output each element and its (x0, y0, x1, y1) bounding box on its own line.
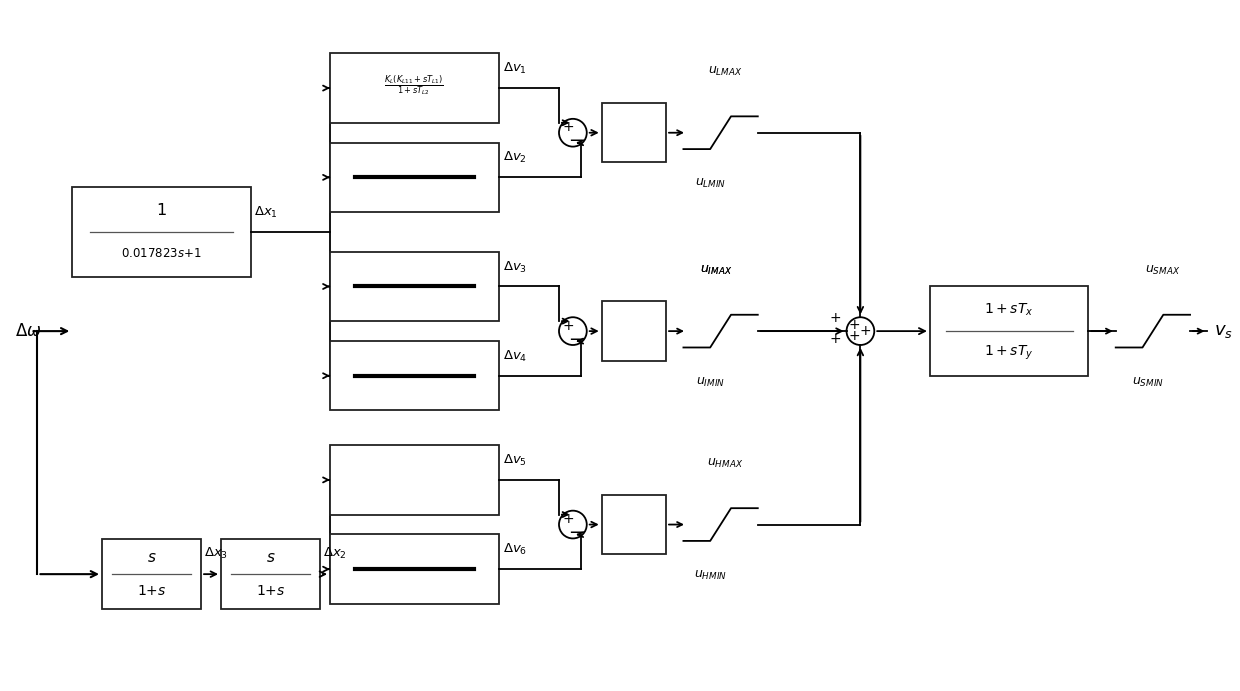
Bar (330, 341, 498, 410)
Text: $s$: $s$ (265, 550, 275, 565)
Bar (330, 534, 498, 604)
Text: +: + (848, 329, 861, 343)
Text: $u_{HMAX}$: $u_{HMAX}$ (708, 457, 744, 470)
Text: +: + (562, 512, 574, 526)
Bar (330, 142, 498, 212)
Text: $\Delta x_1$: $\Delta x_1$ (254, 205, 278, 220)
Bar (330, 53, 498, 123)
Text: $u_{SMIN}$: $u_{SMIN}$ (1132, 376, 1164, 389)
Text: +: + (848, 318, 861, 332)
Text: $s$: $s$ (146, 550, 156, 565)
Bar (601, 301, 666, 361)
Text: $\frac{K_L(K_{L11}+sT_{L1})}{1+sT_{L2}}$: $\frac{K_L(K_{L11}+sT_{L1})}{1+sT_{L2}}$ (384, 73, 444, 97)
Text: 0.017823$s$+1: 0.017823$s$+1 (122, 247, 202, 260)
Text: $\Delta x_3$: $\Delta x_3$ (205, 546, 228, 561)
Text: +: + (859, 324, 872, 338)
Bar (72, 187, 250, 276)
Bar (330, 252, 498, 321)
Text: $v_s$: $v_s$ (1214, 322, 1234, 340)
Text: $\Delta v_4$: $\Delta v_4$ (503, 349, 528, 364)
Text: −: − (568, 330, 583, 348)
Text: $u_{LMAX}$: $u_{LMAX}$ (708, 65, 743, 78)
Bar (330, 445, 498, 515)
Text: $\Delta v_1$: $\Delta v_1$ (503, 61, 527, 76)
Text: $\Delta x_2$: $\Delta x_2$ (324, 546, 347, 561)
Text: $1+sT_x$: $1+sT_x$ (985, 301, 1034, 318)
Text: $\Delta v_2$: $\Delta v_2$ (503, 151, 527, 165)
Text: +: + (830, 332, 842, 346)
Text: 1+$s$: 1+$s$ (255, 584, 285, 598)
Text: +: + (562, 120, 574, 134)
Bar (221, 540, 320, 609)
Text: $\Delta v_6$: $\Delta v_6$ (503, 542, 528, 557)
Text: +: + (830, 311, 842, 325)
Bar (102, 540, 201, 609)
Bar (930, 287, 1089, 376)
Text: 1: 1 (156, 203, 166, 218)
Text: $u_{IMAX}$: $u_{IMAX}$ (699, 263, 732, 276)
Text: $u_{SMAX}$: $u_{SMAX}$ (1146, 263, 1180, 276)
Text: $u_{LMIN}$: $u_{LMIN}$ (696, 178, 727, 191)
Bar (601, 495, 666, 554)
Text: −: − (568, 524, 583, 542)
Text: 1+$s$: 1+$s$ (136, 584, 166, 598)
Text: −: − (568, 132, 583, 150)
Text: $u_{IMIN}$: $u_{IMIN}$ (696, 376, 725, 389)
Bar (601, 103, 666, 162)
Text: $u_{IMAX}$: $u_{IMAX}$ (699, 263, 732, 276)
Text: $\Delta v_3$: $\Delta v_3$ (503, 260, 527, 274)
Text: +: + (562, 319, 574, 332)
Text: $u_{HMIN}$: $u_{HMIN}$ (694, 569, 727, 583)
Text: $1+sT_y$: $1+sT_y$ (985, 343, 1034, 361)
Text: $\Delta\omega$: $\Delta\omega$ (15, 322, 41, 340)
Text: $\Delta v_5$: $\Delta v_5$ (503, 453, 527, 468)
